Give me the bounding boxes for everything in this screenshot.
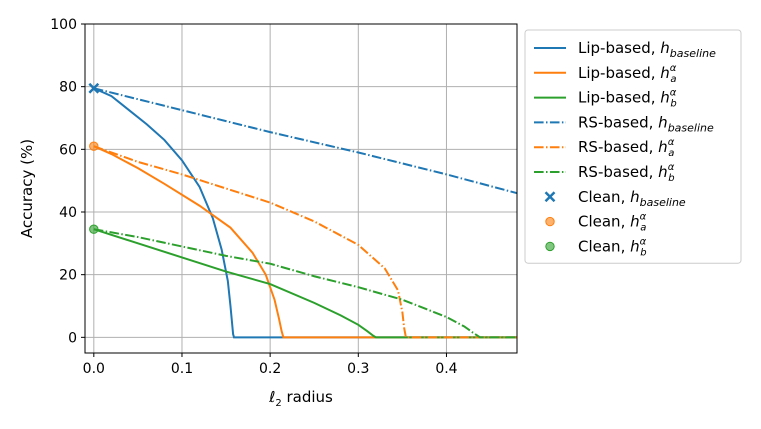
legend: Lip-based, hbaseline Lip-based, hα a Lip-ba… xyxy=(524,29,742,264)
legend-box xyxy=(524,29,742,264)
legend-swatch xyxy=(544,191,556,203)
legend-entry: Clean, hbaseline xyxy=(544,188,686,209)
y-tick-label: 60 xyxy=(59,142,77,158)
legend-entry: Lip-based, hbaseline xyxy=(534,39,716,60)
x-tick-label: 0.3 xyxy=(347,361,369,377)
series-line xyxy=(93,228,517,339)
series-line xyxy=(93,145,517,339)
legend-entry: Lip-based, hα a xyxy=(534,63,677,85)
legend-label: Lip-based, hbaseline xyxy=(578,39,716,60)
x-axis-label: ℓ2 radius xyxy=(268,388,333,409)
x-tick-label: 0.1 xyxy=(171,361,193,377)
legend-entry: RS-based, hα a xyxy=(534,137,675,159)
legend-entry: Clean, hα b xyxy=(545,236,647,258)
legend-label: Clean, hbaseline xyxy=(578,188,686,209)
legend-entry: RS-based, hbaseline xyxy=(534,113,714,134)
y-tick-label: 80 xyxy=(59,80,77,96)
series-line xyxy=(93,87,517,195)
legend-label: Lip-based, hα a xyxy=(578,63,677,85)
plot-frame xyxy=(84,23,518,354)
legend-swatch xyxy=(545,216,555,227)
series-line xyxy=(93,87,517,339)
x-axis-label-rest: radius xyxy=(282,388,333,406)
clean-point xyxy=(88,82,100,94)
x-tick-label: 0.4 xyxy=(435,361,457,377)
legend-label: RS-based, hα b xyxy=(578,162,675,184)
grid-layer xyxy=(85,23,517,353)
y-tick-label: 0 xyxy=(68,330,77,346)
legend-label: Clean, hα a xyxy=(578,212,647,234)
plot-layer xyxy=(88,82,517,339)
series-line xyxy=(93,228,517,339)
y-tick-label: 40 xyxy=(59,205,77,221)
clean-point xyxy=(89,224,99,234)
x-tick-label: 0.0 xyxy=(83,361,105,377)
legend-swatch xyxy=(545,241,555,252)
series-line xyxy=(93,145,517,339)
y-tick-label: 100 xyxy=(50,17,77,33)
y-axis-label: Accuracy (%) xyxy=(18,139,36,238)
y-tick-label: 20 xyxy=(59,268,77,284)
legend-entry: Clean, hα a xyxy=(545,212,647,234)
legend-entry: Lip-based, hα b xyxy=(534,88,677,110)
legend-label: RS-based, hα a xyxy=(578,137,675,159)
legend-label: Clean, hα b xyxy=(578,236,647,258)
x-tick-label: 0.2 xyxy=(259,361,281,377)
legend-entry: RS-based, hα b xyxy=(534,162,675,184)
clean-point xyxy=(89,141,99,151)
legend-label: RS-based, hbaseline xyxy=(578,113,714,134)
x-axis-label-var: ℓ xyxy=(268,388,275,406)
legend-label: Lip-based, hα b xyxy=(578,88,677,110)
x-axis-label-sub: 2 xyxy=(275,398,281,409)
tick-layer: 0.0 0.1 0.2 0.3 0.4 0 20 40 60 80 100 xyxy=(50,17,457,377)
